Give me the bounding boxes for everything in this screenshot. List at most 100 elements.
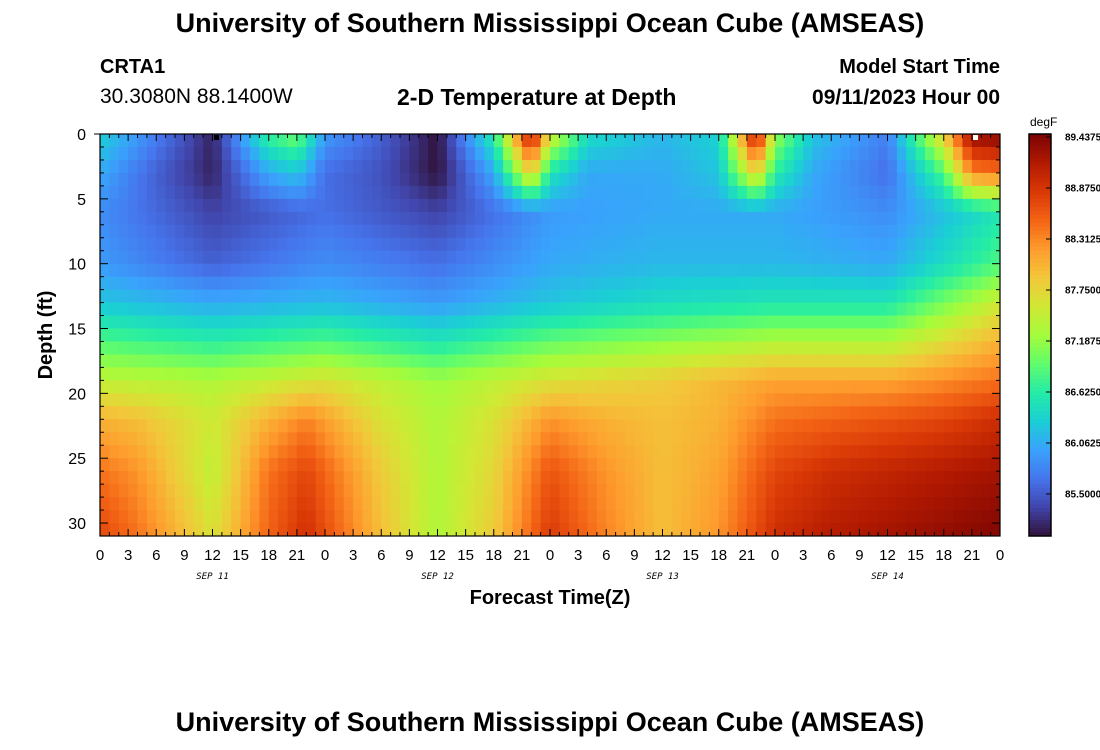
heatmap-cell — [278, 354, 288, 368]
heatmap-cell — [334, 380, 345, 394]
heatmap-cell — [109, 289, 120, 303]
heatmap-cell — [568, 367, 579, 381]
heatmap-cell — [718, 185, 729, 200]
heatmap-cell — [531, 134, 542, 148]
heatmap-cell — [887, 289, 898, 303]
heatmap-cell — [287, 315, 298, 329]
heatmap-cell — [109, 484, 120, 498]
heatmap-cell — [221, 367, 232, 381]
heatmap-cell — [906, 458, 917, 472]
heatmap-cell — [353, 185, 363, 200]
heatmap-cell — [981, 367, 992, 381]
heatmap-cell — [859, 237, 870, 252]
heatmap-cell — [718, 393, 729, 407]
heatmap-cell — [634, 367, 645, 381]
heatmap-cell — [943, 315, 954, 329]
heatmap-cell — [934, 367, 945, 381]
heatmap-cell — [850, 134, 860, 148]
heatmap-cell — [906, 432, 917, 446]
heatmap-cell — [109, 185, 120, 200]
heatmap-cell — [709, 419, 720, 433]
heatmap-cell — [484, 211, 495, 226]
heatmap-cell — [221, 445, 232, 459]
heatmap-cell — [493, 367, 504, 381]
heatmap-cell — [718, 159, 729, 174]
heatmap-cell — [943, 172, 954, 187]
heatmap-cell — [775, 289, 785, 303]
heatmap-cell — [343, 497, 354, 511]
colorbar-cell — [1029, 270, 1051, 276]
heatmap-cell — [240, 419, 251, 433]
heatmap-cell — [934, 419, 945, 433]
heatmap-cell — [437, 211, 448, 226]
heatmap-cell — [259, 276, 270, 291]
heatmap-cell — [409, 354, 420, 368]
heatmap-cell — [793, 419, 804, 433]
x-tick-label: 0 — [771, 547, 779, 564]
heatmap-cell — [793, 328, 804, 342]
heatmap-cell — [250, 211, 260, 226]
heatmap-cell — [203, 315, 213, 329]
heatmap-cell — [568, 276, 579, 291]
heatmap-cell — [634, 211, 645, 226]
heatmap-cell — [306, 276, 317, 291]
heatmap-cell — [193, 134, 204, 148]
heatmap-cell — [446, 471, 457, 485]
heatmap-cell — [193, 406, 204, 420]
heatmap-cell — [428, 354, 438, 368]
heatmap-cell — [231, 146, 242, 161]
heatmap-cell — [540, 497, 551, 511]
heatmap-cell — [728, 263, 738, 278]
colorbar-cell — [1029, 186, 1051, 191]
heatmap-cell — [475, 406, 485, 420]
heatmap-cell — [868, 302, 879, 316]
heatmap-cell — [953, 432, 963, 446]
heatmap-cell — [128, 315, 138, 329]
heatmap-cell — [868, 406, 879, 420]
heatmap-cell — [343, 341, 354, 355]
heatmap-cell — [887, 419, 898, 433]
heatmap-cell — [156, 134, 167, 148]
heatmap-cell — [418, 341, 429, 355]
heatmap-cell — [990, 419, 1001, 433]
heatmap-cell — [296, 146, 307, 161]
heatmap-cell — [381, 341, 392, 355]
heatmap-cell — [990, 237, 1001, 252]
colorbar-cell — [1029, 218, 1051, 223]
heatmap-cell — [493, 354, 504, 368]
heatmap-cell — [475, 497, 485, 511]
heatmap-cell — [625, 393, 635, 407]
heatmap-cell — [381, 134, 392, 148]
heatmap-cell — [568, 341, 579, 355]
heatmap-cell — [943, 458, 954, 472]
heatmap-cell — [165, 406, 176, 420]
heatmap-cell — [353, 354, 363, 368]
heatmap-cell — [643, 341, 654, 355]
heatmap-cell — [165, 224, 176, 239]
heatmap-cell — [437, 328, 448, 342]
heatmap-cell — [371, 471, 382, 485]
heatmap-cell — [409, 523, 420, 537]
heatmap-cell — [165, 471, 176, 485]
heatmap-cell — [278, 393, 288, 407]
heatmap-cell — [250, 250, 260, 265]
heatmap-cell — [643, 302, 654, 316]
heatmap-cell — [578, 341, 588, 355]
heatmap-cell — [700, 367, 710, 381]
heatmap-cell — [512, 159, 523, 174]
colorbar-cell — [1029, 282, 1051, 288]
heatmap-cell — [859, 445, 870, 459]
heatmap-cell — [962, 172, 973, 187]
heatmap-cell — [353, 406, 363, 420]
heatmap-cell — [671, 211, 682, 226]
heatmap-cell — [831, 263, 842, 278]
heatmap-cell — [371, 146, 382, 161]
heatmap-cell — [390, 146, 401, 161]
heatmap-cell — [962, 419, 973, 433]
heatmap-cell — [212, 134, 223, 148]
heatmap-cell — [118, 354, 129, 368]
heatmap-cell — [250, 367, 260, 381]
heatmap-cell — [606, 198, 617, 213]
heatmap-cell — [240, 134, 251, 148]
heatmap-cell — [953, 276, 963, 291]
